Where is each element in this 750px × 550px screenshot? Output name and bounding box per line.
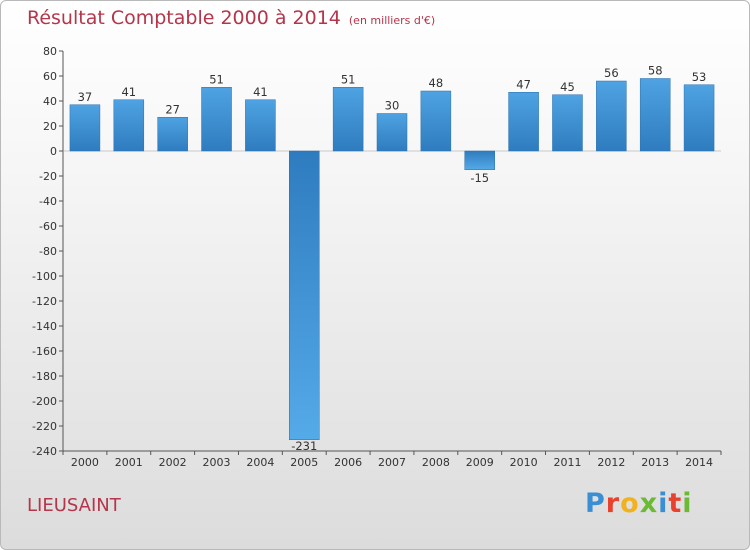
y-tick-label: 0 xyxy=(50,145,57,158)
bar-2010 xyxy=(508,92,539,152)
x-tick-label-2000: 2000 xyxy=(71,456,99,469)
x-tick-label-2010: 2010 xyxy=(510,456,538,469)
bar-2005 xyxy=(289,150,320,440)
value-label-2001: 41 xyxy=(121,85,136,99)
bar-2003 xyxy=(201,87,232,152)
bars: 37 41 27 51 41 -231 51 30 48 -15 47 45 56 58 53 xyxy=(69,64,715,453)
y-tick-label: 40 xyxy=(43,95,57,108)
y-tick-label: -60 xyxy=(39,220,57,233)
axes: 80 60 40 20 0 -20 -40 -60 -80 -100 -120 -140 -160 -18… xyxy=(32,45,722,469)
y-tick-label: 60 xyxy=(43,70,57,83)
y-tick-label: -80 xyxy=(39,245,57,258)
value-label-2008: 48 xyxy=(429,76,444,90)
logo-letter: P xyxy=(585,488,606,519)
chart-title-text: Résultat Comptable 2000 à 2014 xyxy=(27,7,341,29)
bar-2002 xyxy=(157,117,188,152)
x-tick-label-2007: 2007 xyxy=(378,456,406,469)
bar-2004 xyxy=(245,99,276,152)
y-tick-label: -100 xyxy=(32,270,57,283)
value-label-2004: 41 xyxy=(253,85,268,99)
bar-2013 xyxy=(639,78,671,152)
value-label-2003: 51 xyxy=(209,72,224,86)
x-tick-label-2006: 2006 xyxy=(334,456,362,469)
commune-name: LIEUSAINT xyxy=(27,495,121,516)
x-tick-label-2011: 2011 xyxy=(553,456,581,469)
value-label-2002: 27 xyxy=(165,102,180,116)
y-tick-label: -40 xyxy=(39,195,57,208)
bar-2001 xyxy=(113,99,145,152)
y-tick-label: -20 xyxy=(39,170,57,183)
y-tick-label: 80 xyxy=(43,45,57,58)
bar-2011 xyxy=(552,94,583,152)
x-tick-label-2004: 2004 xyxy=(246,456,274,469)
y-tick-label: -140 xyxy=(32,320,57,333)
x-tick-label-2008: 2008 xyxy=(422,456,450,469)
logo-letter: i xyxy=(658,488,669,519)
value-label-2000: 37 xyxy=(78,90,93,104)
value-label-2014: 53 xyxy=(692,70,707,84)
x-tick-label-2013: 2013 xyxy=(641,456,669,469)
x-tick-label-2003: 2003 xyxy=(203,456,231,469)
y-tick-label: -220 xyxy=(32,420,57,433)
x-tick-label-2005: 2005 xyxy=(290,456,318,469)
x-tick-label-2001: 2001 xyxy=(115,456,143,469)
x-tick-label-2002: 2002 xyxy=(159,456,187,469)
x-tick-label-2014: 2014 xyxy=(685,456,713,469)
y-tick-label: 20 xyxy=(43,120,57,133)
y-tick-label: -160 xyxy=(32,345,57,358)
bar-2009 xyxy=(464,150,495,170)
logo-letter: i xyxy=(682,488,693,519)
value-label-2012: 56 xyxy=(604,66,619,80)
value-label-2006: 51 xyxy=(341,72,356,86)
chart-title: Résultat Comptable 2000 à 2014 (en millie… xyxy=(27,7,435,29)
logo-letter: r xyxy=(605,488,621,519)
x-tick-label-2012: 2012 xyxy=(597,456,625,469)
bar-2000 xyxy=(69,104,101,152)
bar-2008 xyxy=(420,90,452,152)
bar-2006 xyxy=(332,87,364,152)
value-label-2007: 30 xyxy=(385,99,400,113)
chart-unit: (en milliers d'€) xyxy=(348,14,436,27)
logo-letter: o xyxy=(620,488,640,519)
logo-letter: x xyxy=(639,488,659,519)
y-tick-label: -240 xyxy=(32,445,57,458)
x-tick-label-2009: 2009 xyxy=(466,456,494,469)
y-tick-label: -120 xyxy=(32,295,57,308)
value-label-2013: 58 xyxy=(648,64,663,78)
value-label-2005: -231 xyxy=(291,439,317,453)
value-label-2010: 47 xyxy=(516,77,531,91)
y-tick-label: -200 xyxy=(32,395,57,408)
bar-2012 xyxy=(596,80,627,152)
y-tick-label: -180 xyxy=(32,370,57,383)
logo-letter: t xyxy=(668,488,683,519)
bar-2014 xyxy=(683,84,715,152)
value-label-2011: 45 xyxy=(560,80,575,94)
proxiti-logo: Proxiti xyxy=(585,488,693,519)
value-label-2009: -15 xyxy=(470,171,489,185)
bar-2007 xyxy=(376,113,408,152)
